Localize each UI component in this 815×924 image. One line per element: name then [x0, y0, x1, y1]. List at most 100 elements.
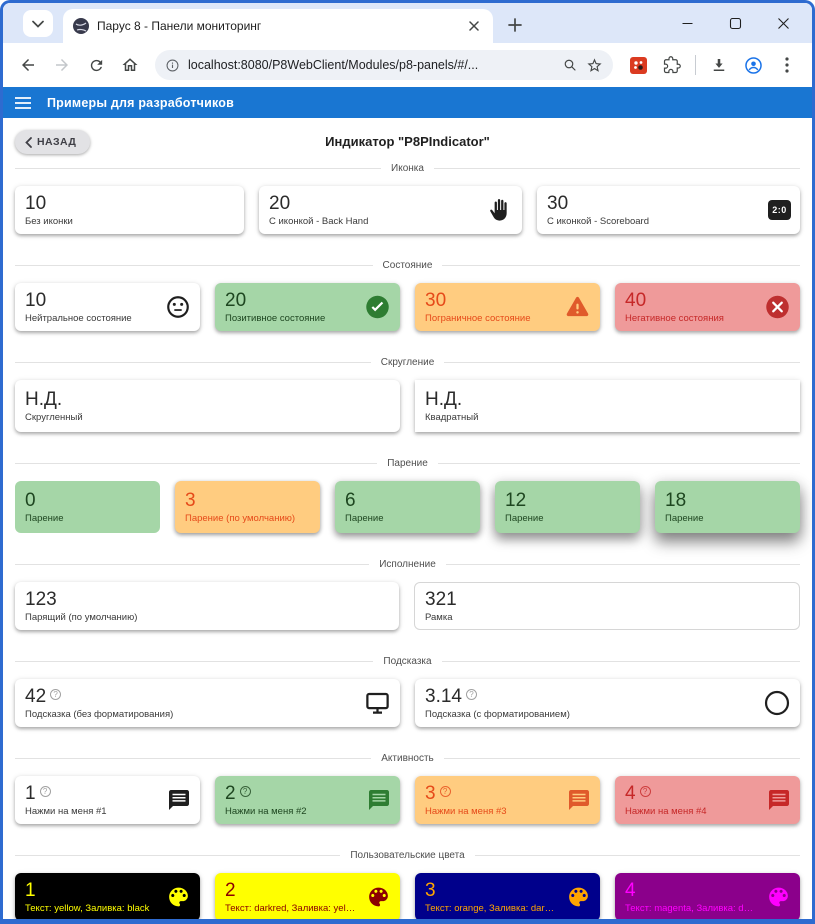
indicator-custom-black: 1 Текст: yellow, Заливка: black [15, 873, 200, 919]
indicator-caption: Позитивное состояние [225, 313, 326, 325]
comment-icon [767, 788, 791, 812]
indicator-caption: Текст: orange, Заливка: darkblue [425, 903, 556, 915]
cancel-icon [764, 294, 791, 321]
help-icon [239, 785, 251, 797]
home-button[interactable] [115, 50, 145, 80]
maximize-button[interactable] [724, 12, 746, 34]
indicator-clickable-3[interactable]: 3 Нажми на меня #3 [415, 776, 600, 824]
close-button[interactable] [772, 12, 794, 34]
indicator-positive: 20 Позитивное состояние [215, 283, 400, 331]
indicator-clickable-2[interactable]: 2 Нажми на меня #2 [215, 776, 400, 824]
comment-icon [567, 788, 591, 812]
indicator-clickable-1[interactable]: 1 Нажми на меня #1 [15, 776, 200, 824]
indicator-tooltip-plain: 42 Подсказка (без форматирования) [15, 679, 400, 727]
back-button-label: НАЗАД [37, 136, 77, 148]
indicator-clickable-4[interactable]: 4 Нажми на меня #4 [615, 776, 800, 824]
section-divider-rounding: Скругление [15, 356, 801, 369]
indicator-rounded: Н.Д. Скругленный [15, 380, 400, 432]
scoreboard-icon: 2:0 [768, 200, 791, 220]
indicator-caption: Рамка [425, 612, 453, 624]
check-circle-icon [364, 294, 391, 321]
indicator-caption: Парение [345, 513, 384, 525]
minimize-button[interactable] [676, 12, 698, 34]
help-icon [39, 785, 51, 797]
warning-icon [564, 294, 591, 321]
chevron-left-icon [25, 136, 32, 148]
indicator-custom-darkmagenta: 4 Текст: magenta, Заливка: darkmagenta [615, 873, 800, 919]
indicator-caption: Парение [665, 513, 704, 525]
browser-tab[interactable]: Парус 8 - Панели мониторинг [63, 9, 493, 43]
sentiment-neutral-icon [165, 294, 191, 320]
section-divider-variant: Исполнение [15, 558, 801, 571]
extensions-puzzle-icon[interactable] [657, 50, 687, 80]
site-info-icon[interactable] [165, 58, 180, 73]
indicator-scoreboard: 30 С иконкой - Scoreboard 2:0 [537, 186, 800, 234]
indicator-value: 42 [25, 686, 356, 708]
indicator-elevation-0: 0 Парение [15, 481, 160, 533]
back-button[interactable]: НАЗАД [15, 130, 91, 154]
indicator-caption: Нейтральное состояние [25, 313, 132, 325]
indicator-value: 0 [25, 489, 36, 511]
section-label: Подсказка [383, 656, 432, 667]
indicator-value: 1 [25, 783, 156, 805]
indicator-caption: Нажми на меня #2 [225, 806, 307, 818]
indicator-value: 2 [225, 879, 236, 901]
circle-outline-icon [763, 689, 791, 717]
section-label: Иконка [391, 163, 424, 174]
download-icon[interactable] [704, 50, 734, 80]
palette-icon [166, 885, 191, 910]
indicator-value: 30 [425, 289, 447, 311]
back-nav-button[interactable] [13, 50, 43, 80]
indicator-custom-darkblue: 3 Текст: orange, Заливка: darkblue [415, 873, 600, 919]
indicator-caption: Текст: darkred, Заливка: yellow [225, 903, 356, 915]
indicator-value: 30 [547, 192, 569, 214]
section-divider-icon: Иконка [15, 162, 801, 175]
help-icon [439, 785, 451, 797]
tab-close-icon[interactable] [465, 17, 483, 35]
indicator-borderline: 30 Пограничное состояние [415, 283, 600, 331]
indicator-caption: С иконкой - Back Hand [269, 216, 369, 228]
address-bar[interactable]: localhost:8080/P8WebClient/Modules/p8-pa… [155, 50, 613, 80]
chevron-down-icon [32, 20, 44, 28]
section-divider-custom-colors: Пользовательские цвета [15, 849, 801, 862]
indicator-value: 12 [505, 489, 527, 511]
indicator-caption: Парение [505, 513, 544, 525]
toolbar-divider [695, 55, 696, 75]
page-title: Индикатор "P8PIndicator" [325, 134, 490, 149]
search-icon[interactable] [562, 57, 578, 73]
indicator-caption: Без иконки [25, 216, 73, 228]
bookmark-star-icon[interactable] [586, 57, 603, 74]
extension-red-icon[interactable] [623, 50, 653, 80]
refresh-button[interactable] [81, 50, 111, 80]
menu-dots-icon[interactable] [772, 50, 802, 80]
indicator-value: Н.Д. [25, 388, 63, 410]
section-label: Скругление [380, 357, 435, 368]
indicator-custom-yellow: 2 Текст: darkred, Заливка: yellow [215, 873, 400, 919]
indicator-value: 4 [625, 783, 756, 805]
tab-search-button[interactable] [23, 10, 53, 37]
indicator-caption: Нажми на меня #3 [425, 806, 507, 818]
back-hand-icon [487, 197, 513, 223]
profile-icon[interactable] [738, 50, 768, 80]
indicator-value: 3.14 [425, 686, 756, 708]
indicator-caption: Скругленный [25, 412, 83, 424]
indicator-value: 20 [225, 289, 247, 311]
indicator-value: 20 [269, 192, 291, 214]
row-activity: 1 Нажми на меня #1 2 Нажми на меня #2 3 … [15, 765, 800, 849]
indicator-caption: Пограничное состояние [425, 313, 531, 325]
indicator-elevation-6: 6 Парение [335, 481, 480, 533]
new-tab-button[interactable] [501, 11, 529, 39]
indicator-caption: Квадратный [425, 412, 479, 424]
browser-toolbar: localhost:8080/P8WebClient/Modules/p8-pa… [3, 43, 812, 87]
monitor-icon [364, 690, 391, 717]
indicator-caption: Подсказка (с форматированием) [425, 709, 570, 721]
url-text[interactable]: localhost:8080/P8WebClient/Modules/p8-pa… [188, 58, 479, 72]
indicator-caption: Текст: magenta, Заливка: darkmagenta [625, 903, 756, 915]
indicator-caption: С иконкой - Scoreboard [547, 216, 650, 228]
hamburger-menu-icon[interactable] [15, 96, 31, 109]
section-divider-activity: Активность [15, 752, 801, 765]
forward-nav-button[interactable] [47, 50, 77, 80]
app-title: Примеры для разработчиков [47, 95, 234, 110]
row-state: 10 Нейтральное состояние 20 Позитивное с… [15, 272, 800, 356]
